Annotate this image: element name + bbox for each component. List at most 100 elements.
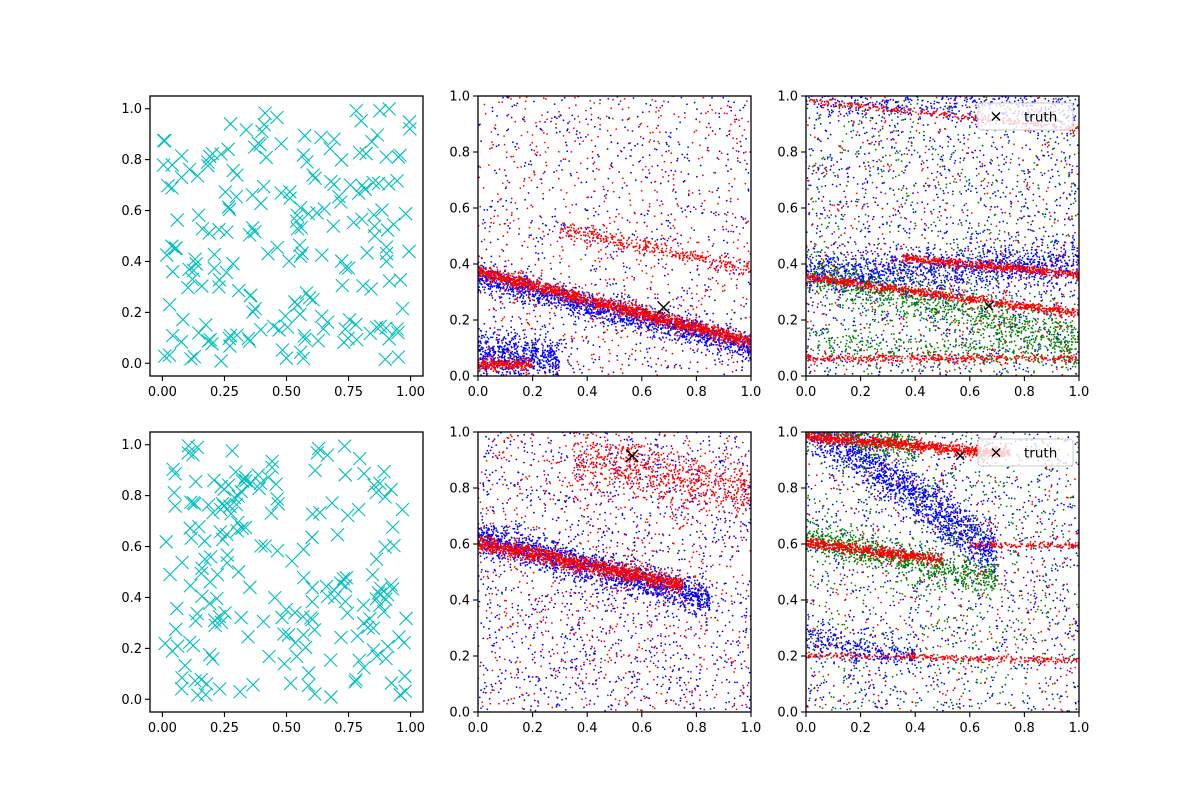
data-point <box>358 182 373 197</box>
data-point <box>241 629 255 644</box>
data-point <box>222 331 237 346</box>
data-point <box>293 249 308 264</box>
data-point <box>254 538 268 553</box>
data-point <box>306 292 320 307</box>
data-point <box>297 328 312 343</box>
y-tick-label: 0.0 <box>777 370 798 385</box>
x-tick-label: 0.2 <box>522 385 543 400</box>
data-point <box>325 496 340 510</box>
data-point <box>278 309 293 323</box>
plot-area <box>478 96 751 376</box>
data-point <box>214 354 229 368</box>
x-tick-label: 0.8 <box>1014 721 1035 736</box>
data-point <box>202 226 217 240</box>
data-point <box>361 620 375 635</box>
data-point <box>199 676 214 691</box>
data-point <box>239 122 254 137</box>
data-point <box>188 252 202 267</box>
data-point <box>366 621 381 636</box>
data-point <box>352 145 367 160</box>
y-tick-label: 0.4 <box>777 594 798 609</box>
data-point <box>182 262 197 277</box>
data-point <box>294 220 309 235</box>
x-tick-label: 1.0 <box>741 385 762 400</box>
data-point <box>248 224 262 239</box>
data-point <box>198 687 213 702</box>
data-point <box>220 556 235 570</box>
data-point <box>186 447 200 462</box>
subplot-r1-c1: 0.0 0.2 0.4 0.6 0.8 1.0 0.0 0.2 0.4 0.6 0.8 1.0 <box>449 426 761 737</box>
data-point <box>231 283 246 298</box>
legend: truth <box>977 438 1074 467</box>
data-point <box>235 521 249 536</box>
data-point <box>323 174 338 189</box>
data-point <box>351 502 366 517</box>
series-0 <box>158 438 413 704</box>
x-tick-label: 0.4 <box>577 385 598 400</box>
data-point <box>327 132 341 147</box>
data-point <box>279 602 294 617</box>
x-tick-label: 0.2 <box>522 721 543 736</box>
x-tick-label: 0.0 <box>468 385 489 400</box>
data-point <box>227 490 242 505</box>
data-point <box>168 499 183 513</box>
data-point <box>229 189 244 204</box>
data-point <box>282 184 297 199</box>
data-point <box>376 604 391 619</box>
data-point <box>167 485 182 500</box>
y-tick-label: 0.8 <box>449 146 470 161</box>
data-point <box>258 106 273 121</box>
data-point <box>341 261 356 276</box>
data-point <box>231 564 246 579</box>
data-point <box>188 474 203 489</box>
data-point <box>238 473 253 488</box>
x-tick-label: 0.2 <box>850 385 871 400</box>
data-point <box>195 221 210 236</box>
data-point <box>201 498 216 512</box>
data-point <box>178 658 192 673</box>
data-point <box>219 265 234 280</box>
data-point <box>351 186 366 200</box>
data-point <box>385 520 400 534</box>
data-point <box>226 256 240 271</box>
data-point <box>223 328 238 343</box>
data-point <box>355 178 370 193</box>
data-point <box>338 594 353 609</box>
data-point <box>182 162 197 177</box>
data-point <box>402 115 417 129</box>
data-point <box>390 322 404 336</box>
legend-x-icon <box>991 112 1001 121</box>
data-point <box>207 261 222 276</box>
data-point <box>349 332 364 347</box>
data-point <box>326 219 341 233</box>
data-point <box>243 476 258 491</box>
y-tick-label: 0.4 <box>121 255 142 270</box>
truth-marker <box>984 301 994 311</box>
plot-area <box>158 438 413 704</box>
data-point <box>369 552 384 567</box>
axes-frame <box>805 431 1080 713</box>
data-point <box>323 653 338 667</box>
data-point <box>340 606 355 621</box>
y-tick-label: 1.0 <box>121 438 142 453</box>
data-point <box>238 470 253 484</box>
data-point <box>192 519 206 534</box>
series-1 <box>806 432 1079 712</box>
data-point <box>221 478 236 492</box>
data-point <box>320 448 335 463</box>
data-point <box>349 103 364 118</box>
data-point <box>275 610 290 625</box>
data-point <box>305 530 319 545</box>
x-tick-label: 0.8 <box>1014 385 1035 400</box>
data-point <box>379 246 394 261</box>
data-point <box>395 301 410 316</box>
x-tick-label: 0.50 <box>272 385 301 400</box>
data-point <box>369 649 384 663</box>
truth-marker <box>625 449 639 463</box>
data-point <box>245 220 260 235</box>
data-point <box>293 307 307 322</box>
data-point <box>330 527 345 542</box>
data-point <box>219 225 234 240</box>
data-points <box>806 432 1079 712</box>
data-point <box>402 244 416 259</box>
